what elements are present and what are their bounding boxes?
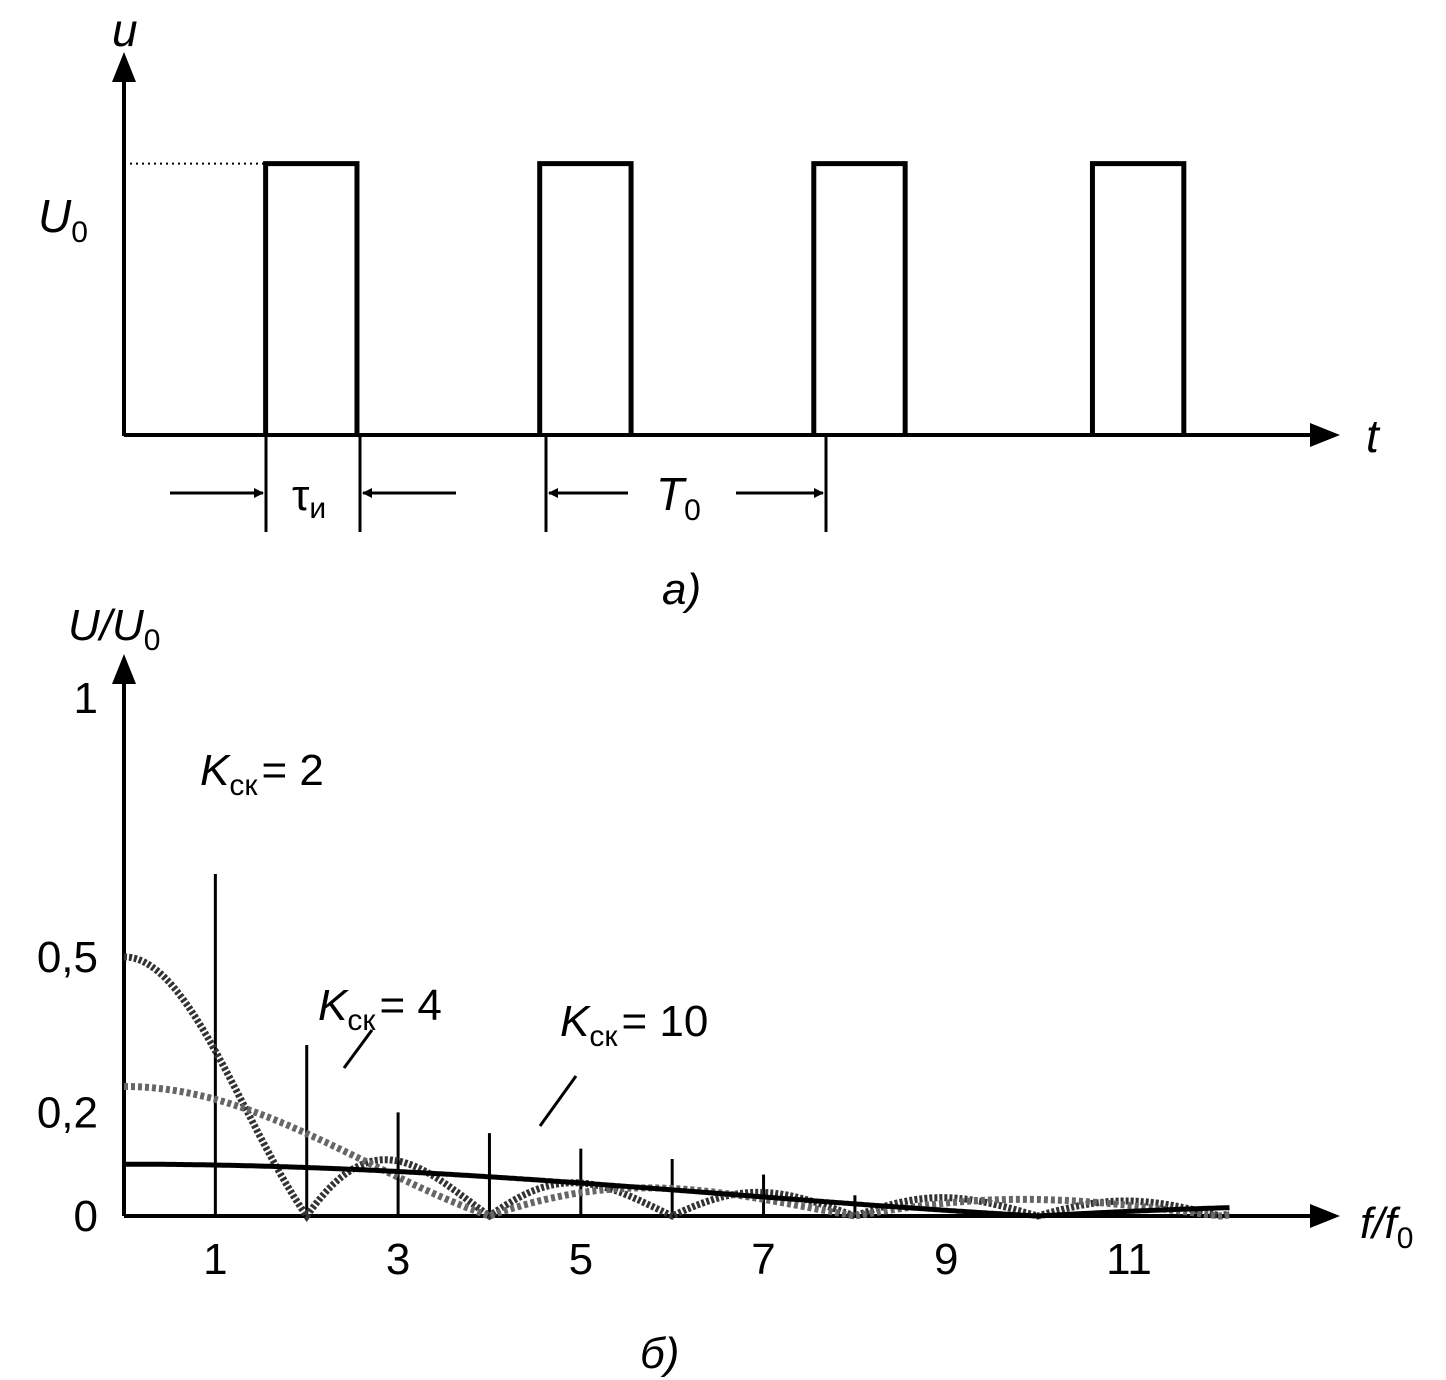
pulse-width-label-sub: и bbox=[309, 492, 326, 525]
series-label-k2-sub: ск bbox=[229, 769, 258, 802]
series-label-k4-value: = 4 bbox=[379, 981, 441, 1030]
b-x-axis-label-main: f/f bbox=[1360, 1199, 1401, 1248]
pulse-2 bbox=[537, 161, 634, 435]
harmonic-lines bbox=[213, 874, 857, 1216]
b-x-ticks: 1 3 5 7 9 11 bbox=[203, 1235, 1152, 1284]
envelope-curve-k2 bbox=[123, 953, 1231, 1223]
b-y-ticks: 0 0,2 0,5 1 bbox=[37, 674, 98, 1241]
panel-a-label: а) bbox=[662, 565, 701, 614]
a-x-axis-label: t bbox=[1366, 410, 1381, 462]
a-y-axis-label: u bbox=[112, 4, 138, 56]
pulses bbox=[263, 161, 1187, 435]
series-label-k2-value: = 2 bbox=[261, 746, 323, 795]
envelope-curves bbox=[123, 953, 1231, 1223]
b-x-axis-label-sub: 0 bbox=[1397, 1222, 1414, 1255]
a-y-axis-arrow bbox=[112, 52, 136, 82]
series-label-k4: Kск= 4 bbox=[318, 981, 442, 1037]
level-label-sub: 0 bbox=[71, 216, 88, 249]
pulse-1 bbox=[263, 161, 360, 435]
level-label-main: U bbox=[38, 190, 72, 242]
period-label-sub: 0 bbox=[684, 494, 701, 527]
panel-b-label: б) bbox=[640, 1329, 679, 1378]
b-y-tick-label-3: 1 bbox=[74, 674, 98, 723]
series-label-k2-main: K bbox=[200, 746, 231, 795]
b-y-axis-label-sub: 0 bbox=[144, 624, 161, 657]
b-y-tick-label-0: 0 bbox=[74, 1192, 98, 1241]
b-x-axis-label: f/f0 bbox=[1360, 1199, 1413, 1255]
series-label-k10: Kск= 10 bbox=[560, 997, 708, 1053]
series-label-k4-main: K bbox=[318, 981, 349, 1030]
b-x-tick-label-4: 9 bbox=[934, 1235, 958, 1284]
b-x-tick-label-2: 5 bbox=[569, 1235, 593, 1284]
pulse-3 bbox=[811, 161, 908, 435]
b-y-tick-label-2: 0,5 bbox=[37, 933, 98, 982]
b-x-tick-label-0: 1 bbox=[203, 1235, 227, 1284]
series-label-k10-main: K bbox=[560, 997, 591, 1046]
b-y-axis-label-main: U/U bbox=[68, 601, 144, 650]
period-label-main: T bbox=[656, 468, 687, 520]
leader-k10 bbox=[538, 1075, 578, 1127]
pulse-train-chart: u t U0 τи T0 а) bbox=[38, 4, 1381, 614]
spectrum-chart: U/U0 f/f0 00,20,51 1 3 5 7 9 11 Kск= 2 Kск= 4… bbox=[37, 601, 1414, 1378]
series-label-k10-sub: ск bbox=[589, 1020, 618, 1053]
period-label: T0 bbox=[656, 468, 701, 527]
b-x-tick-label-1: 3 bbox=[386, 1235, 410, 1284]
pulse-width-label-main: τ bbox=[292, 471, 310, 520]
b-y-axis-arrow bbox=[112, 654, 136, 684]
leader-k4 bbox=[342, 1029, 374, 1069]
b-y-axis-label: U/U0 bbox=[68, 601, 160, 657]
envelope-curve-k4 bbox=[124, 1083, 1230, 1220]
b-x-axis-arrow bbox=[1310, 1204, 1340, 1228]
b-x-tick-label-3: 7 bbox=[751, 1235, 775, 1284]
b-x-tick-label-5: 11 bbox=[1106, 1235, 1152, 1284]
level-label: U0 bbox=[38, 190, 88, 249]
series-label-k2: Kск= 2 bbox=[200, 746, 324, 802]
a-x-axis-arrow bbox=[1310, 423, 1340, 447]
b-y-tick-label-1: 0,2 bbox=[37, 1088, 98, 1137]
envelope-curve-k10 bbox=[124, 1161, 1230, 1219]
pulse-width-label: τи bbox=[292, 471, 326, 525]
series-label-k10-value: = 10 bbox=[621, 997, 708, 1046]
pulse-4 bbox=[1089, 161, 1187, 435]
